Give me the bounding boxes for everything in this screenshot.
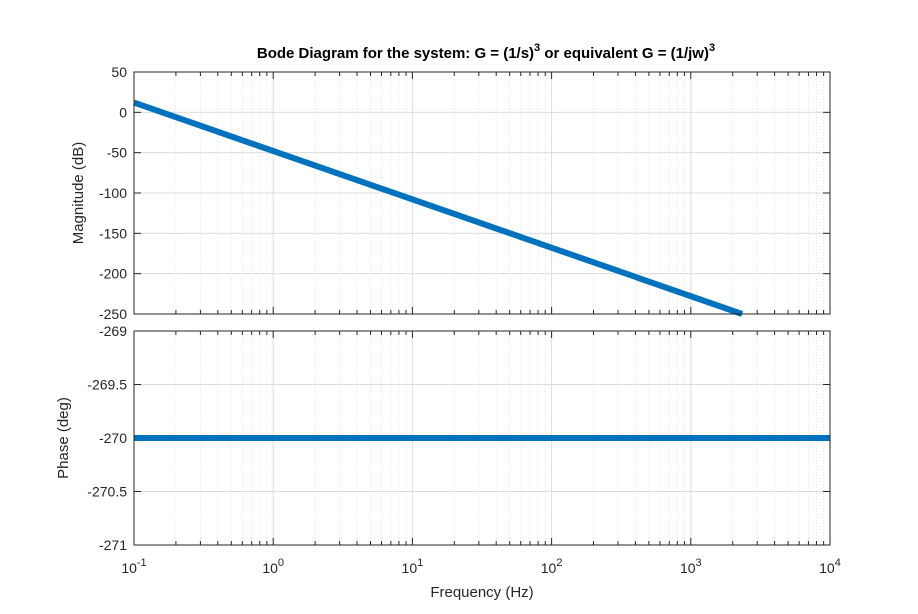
y-tick-label: -100 [99,185,127,201]
axes-frame-1 [133,330,831,546]
x-tick-label: 100 [262,557,284,576]
y-tick-label: -200 [99,266,127,282]
x-tick-label: 102 [541,557,563,576]
y-tick-label: -271 [99,537,127,553]
series-line [133,99,744,317]
chart-title: Bode Diagram for the system: G = (1/s)3 … [257,42,715,62]
x-tick-label: 103 [680,557,702,576]
y-tick-label: -50 [107,145,127,161]
x-tick-label: 101 [402,557,424,576]
y-tick-label: -269 [99,323,127,339]
phase-ylabel: Phase (deg) [55,397,72,479]
y-tick-label: -150 [99,225,127,241]
y-tick-label: -269.5 [87,377,127,393]
magnitude-ylabel: Magnitude (dB) [70,142,87,245]
y-tick-label: 0 [119,104,127,120]
y-tick-label: -270 [99,430,127,446]
axes-frame-0 [133,71,831,315]
y-tick-label: -270.5 [87,484,127,500]
y-tick-label: 50 [111,64,127,80]
x-tick-label: 104 [819,557,841,576]
x-tick-label: 10-1 [121,557,146,576]
y-tick-label: -250 [99,306,127,322]
frequency-xlabel: Frequency (Hz) [430,584,533,601]
